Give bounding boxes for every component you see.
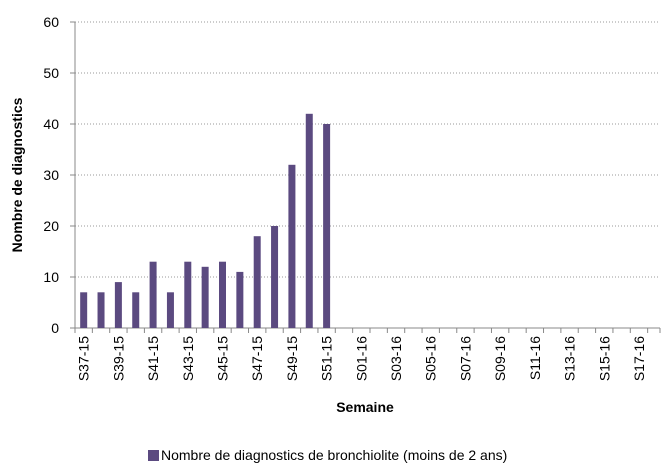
x-tick-label: S13-16 (562, 336, 578, 381)
x-axis-title: Semaine (336, 399, 394, 415)
bar (132, 292, 140, 328)
legend-label: Nombre de diagnostics de bronchiolite (m… (161, 447, 507, 463)
x-tick-label: S11-16 (527, 336, 543, 380)
x-tick-label: S47-15 (249, 336, 265, 381)
y-tick-label: 60 (43, 14, 59, 30)
y-tick-label: 20 (43, 218, 59, 234)
bar (305, 113, 313, 328)
x-tick-label: S37-15 (76, 336, 92, 381)
y-tick-label: 50 (43, 65, 59, 81)
bar (236, 271, 244, 328)
x-tick-label: S09-16 (492, 336, 508, 381)
x-tick-label: S43-15 (180, 336, 196, 381)
x-tick-label: S17-16 (631, 336, 647, 381)
bar (271, 226, 279, 328)
bar (149, 261, 157, 328)
x-tick-label: S41-15 (145, 336, 161, 381)
bar (97, 292, 105, 328)
y-tick-label: 10 (43, 269, 59, 285)
x-tick-label: S39-15 (110, 336, 126, 381)
bar (184, 261, 192, 328)
bar (288, 164, 296, 328)
bar (323, 124, 331, 328)
x-tick-label: S15-16 (596, 336, 612, 381)
x-tick-label: S49-15 (284, 336, 300, 381)
x-tick-label: S03-16 (388, 336, 404, 381)
legend-swatch (148, 450, 159, 461)
y-tick-label: 30 (43, 167, 59, 183)
x-tick-label: S45-15 (215, 336, 231, 381)
y-axis-title: Nombre de diagnostics (9, 97, 25, 252)
y-tick-label: 0 (51, 320, 59, 336)
y-tick-label: 40 (43, 116, 59, 132)
x-tick-label: S51-15 (319, 336, 335, 381)
x-tick-label: S07-16 (457, 336, 473, 381)
x-tick-label: S01-16 (353, 336, 369, 381)
bar (253, 236, 261, 328)
bar (201, 266, 209, 328)
bar (80, 292, 88, 328)
bar (114, 282, 122, 328)
x-tick-label: S05-16 (423, 336, 439, 381)
bar (219, 261, 226, 328)
bar (166, 292, 174, 328)
